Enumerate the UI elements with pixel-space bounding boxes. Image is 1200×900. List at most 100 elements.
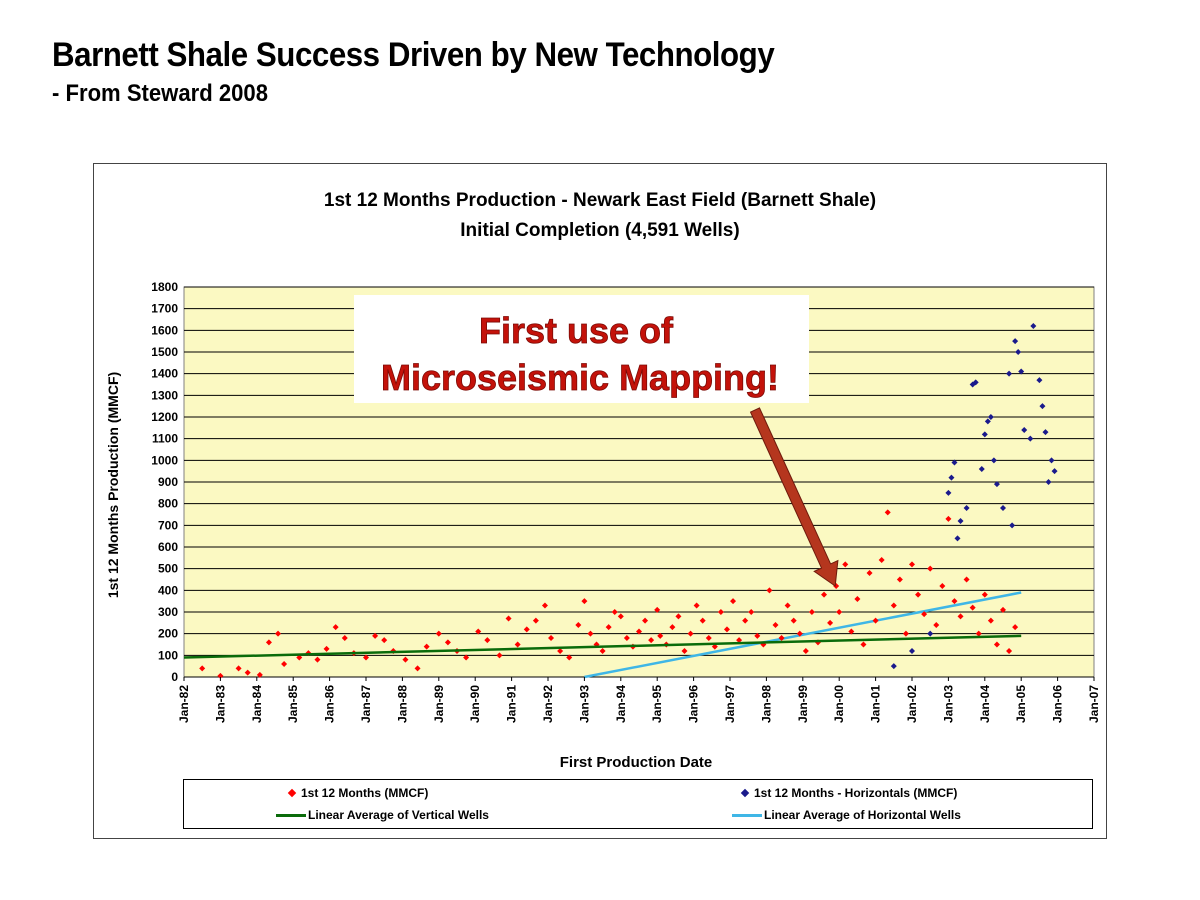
vertical-well-point [599, 648, 606, 654]
x-tick-label: Jan-85 [286, 685, 300, 723]
legend-item-vertical-trend: Linear Average of Vertical Wells [276, 808, 489, 822]
vertical-well-point [548, 635, 555, 641]
annotation-arrow [749, 407, 839, 587]
vertical-well-point [748, 609, 755, 615]
vertical-well-point [372, 632, 379, 639]
vertical-well-point [711, 643, 718, 650]
vertical-well-point [884, 509, 891, 516]
y-tick-label: 500 [158, 562, 178, 576]
vertical-well-point [981, 591, 988, 598]
y-tick-label: 0 [171, 670, 178, 684]
vertical-well-point [636, 628, 642, 635]
vertical-well-point [754, 632, 761, 639]
legend-label-horizontal: 1st 12 Months - Horizontals (MMCF) [754, 786, 958, 800]
vertical-well-point [772, 622, 779, 628]
y-axis-label: 1st 12 Months Production (MMCF) [105, 372, 121, 598]
x-tick-label: Jan-92 [541, 685, 555, 723]
horizontal-well-point [927, 630, 934, 637]
vertical-well-point [314, 656, 321, 663]
vertical-well-point [402, 656, 409, 663]
vertical-well-point [642, 617, 649, 624]
vertical-well-point [723, 626, 730, 633]
vertical-well-point [675, 613, 682, 620]
y-tick-label: 1000 [151, 453, 178, 467]
vertical-well-point [766, 587, 773, 594]
vertical-well-point [265, 639, 272, 646]
vertical-well-point [896, 576, 903, 583]
legend-label-vertical-trend: Linear Average of Vertical Wells [308, 808, 489, 822]
x-tick-label: Jan-97 [723, 685, 737, 723]
vertical-well-point [648, 637, 655, 644]
vertical-well-point [915, 591, 922, 598]
horizontal-well-point [1021, 427, 1028, 433]
x-tick-label: Jan-91 [505, 685, 519, 723]
y-tick-label: 800 [158, 497, 178, 511]
vertical-trend-layer [183, 634, 1022, 659]
vertical-well-point [963, 576, 970, 583]
horizontal-well-point [957, 518, 964, 524]
legend-item-horizontal: 1st 12 Months - Horizontals (MMCF) [740, 786, 958, 800]
horizontal-well-point [1048, 457, 1055, 464]
vertical-well-point [736, 637, 743, 644]
horizontal-well-point [984, 418, 991, 425]
annotation-line-2: Microseismic Mapping! [381, 357, 779, 398]
y-tick-label: 400 [158, 583, 178, 597]
vertical-well-point [657, 632, 664, 639]
arrow-shape [749, 407, 839, 587]
x-axis-label: First Production Date [560, 754, 713, 771]
y-axis-ticks: 0 100 200 300 400 500 600 700 800 900 1000 1100 1200… [151, 280, 178, 684]
vertical-well-point [872, 617, 879, 624]
vertical-well-point [541, 602, 548, 609]
x-tick-label: Jan-05 [1014, 685, 1028, 723]
vertical-well-point [414, 665, 421, 672]
vertical-well-point [987, 617, 994, 624]
y-tick-label: 1200 [151, 410, 178, 424]
vertical-well-point [827, 619, 834, 626]
vertical-well-point [927, 565, 934, 572]
vertical-well-point [463, 654, 470, 661]
horizontal-well-point [1009, 522, 1016, 529]
x-tick-label: Jan-88 [395, 685, 409, 723]
vertical-well-point [705, 635, 712, 641]
vertical-well-point [332, 624, 339, 631]
vertical-well-point [566, 654, 573, 661]
y-tick-label: 1800 [151, 280, 178, 294]
vertical-well-point [866, 570, 873, 576]
vertical-well-point [933, 622, 940, 628]
y-tick-label: 1500 [151, 345, 178, 359]
horizontal-well-point [951, 459, 958, 466]
vertical-well-point [860, 641, 867, 648]
vertical-well-point [945, 515, 952, 522]
vertical-well-point [878, 557, 885, 563]
horizontal-well-point [981, 431, 988, 438]
vertical-trend-line [183, 634, 1022, 659]
horizontal-well-point [909, 648, 915, 654]
vertical-well-point [842, 561, 849, 568]
x-tick-label: Jan-95 [650, 685, 664, 723]
horizontal-well-point [987, 414, 994, 420]
horizontal-well-point [1030, 323, 1037, 329]
y-tick-label: 600 [158, 540, 178, 554]
y-tick-label: 1100 [152, 432, 178, 446]
vertical-well-point [323, 645, 330, 652]
x-tick-label: Jan-93 [577, 685, 591, 723]
x-tick-label: Jan-82 [177, 685, 191, 723]
vertical-well-point [587, 630, 594, 637]
vertical-well-point [244, 669, 251, 676]
horizontal-well-point [1027, 435, 1034, 442]
vertical-well-point [605, 624, 612, 631]
horizontal-trend-line [584, 591, 1022, 679]
vertical-well-point [281, 661, 288, 667]
vertical-well-point [681, 648, 688, 654]
cyan-line-icon [732, 813, 762, 817]
horizontal-well-point [1042, 429, 1049, 436]
x-tick-label: Jan-87 [359, 685, 373, 723]
horizontal-well-point [945, 489, 952, 496]
vertical-well-point [808, 609, 815, 615]
horizontal-well-point [1012, 338, 1019, 345]
vertical-well-point [341, 635, 348, 641]
x-tick-label: Jan-84 [250, 685, 264, 723]
x-tick-label: Jan-03 [941, 685, 955, 723]
annotation-line-1: First use of [479, 310, 674, 351]
